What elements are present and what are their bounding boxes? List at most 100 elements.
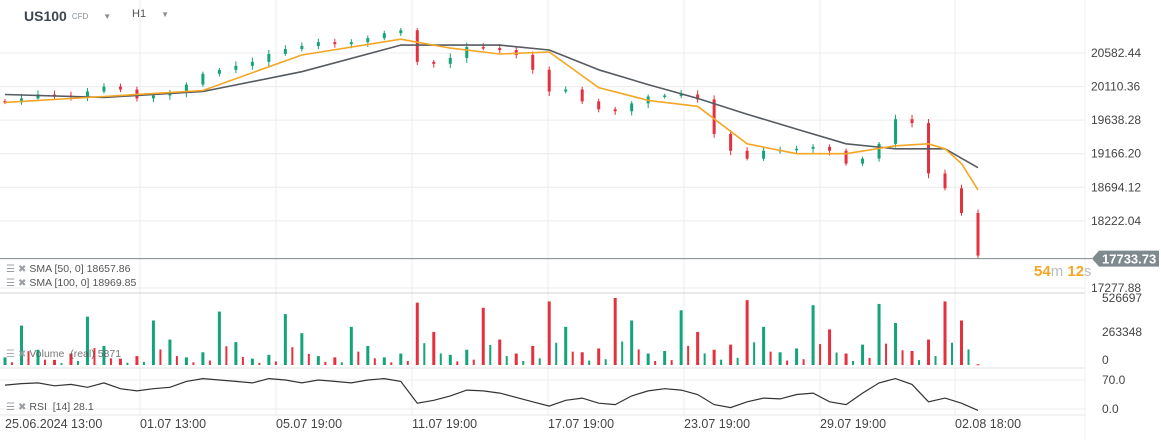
volume-bar: [927, 339, 931, 365]
settings-icon[interactable]: ☰: [6, 263, 15, 275]
candle-body: [118, 86, 122, 90]
price-tick: 18222.04: [1091, 214, 1141, 228]
volume-bar: [472, 359, 475, 365]
volume-bar: [151, 320, 155, 365]
price-tick: 18694.12: [1091, 180, 1141, 194]
timeframe: H1: [132, 8, 147, 20]
volume-bar: [778, 352, 782, 365]
volume-bar: [613, 298, 617, 365]
candle-body: [432, 61, 436, 64]
volume-bar: [703, 353, 706, 365]
volume-bar: [267, 354, 271, 365]
volume-bar: [300, 333, 304, 365]
rsi-line: [4, 377, 979, 411]
close-icon[interactable]: ✖: [17, 277, 27, 289]
volume-bar: [399, 353, 403, 365]
chevron-down-icon: ▼: [103, 11, 112, 21]
volume-bar: [118, 358, 122, 365]
candle-body: [745, 150, 749, 159]
volume-bar: [36, 349, 40, 365]
volume-bar: [225, 346, 228, 365]
volume-bar: [52, 359, 56, 365]
volume-bar: [538, 358, 541, 365]
volume-bar: [630, 320, 634, 365]
volume-tick: 526697: [1102, 291, 1142, 305]
candle-body: [564, 89, 568, 92]
volume-bar: [142, 361, 145, 365]
volume-bar: [217, 311, 221, 365]
price-tick: 19166.20: [1091, 147, 1141, 161]
close-icon[interactable]: ✖: [17, 348, 27, 360]
countdown-seconds: 12: [1067, 263, 1085, 280]
legend-sma50: ☰ ✖ SMA [50, 0] 18657.86: [6, 263, 130, 275]
volume-bar: [159, 349, 162, 365]
volume-bar: [670, 360, 673, 365]
volume-bar: [604, 359, 607, 365]
volume-bar: [481, 307, 485, 365]
volume-bar: [861, 344, 865, 365]
volume-bar: [531, 345, 535, 365]
volume-bar: [802, 359, 805, 365]
volume-bar: [390, 362, 393, 365]
volume-bar: [555, 342, 558, 365]
candle-body: [712, 99, 716, 134]
candle-body: [151, 95, 155, 99]
rsi-tick: 70.0: [1102, 373, 1126, 387]
rsi-label: RSI [14]: [29, 401, 71, 413]
axes: 17733.73 20582.44 20110.36 19638.28 19166.20…: [0, 46, 1159, 431]
volume-bar: [712, 349, 716, 365]
volume-bar: [885, 343, 888, 365]
volume-bar: [340, 362, 343, 365]
candle-body: [382, 33, 386, 39]
candle-body: [283, 49, 287, 54]
volume-bar: [135, 356, 139, 365]
volume-bar: [201, 352, 205, 365]
close-icon[interactable]: ✖: [17, 263, 27, 275]
price-tick: 20582.44: [1091, 46, 1141, 60]
settings-icon[interactable]: ☰: [6, 401, 15, 413]
candle-body: [861, 158, 865, 164]
volume-bar: [564, 326, 568, 365]
volume-bar: [588, 360, 591, 365]
volume-bar: [654, 360, 657, 365]
grid: [0, 0, 1086, 440]
candle-body: [597, 101, 601, 110]
candle-body: [531, 54, 535, 70]
volume-bar: [448, 354, 452, 365]
sma50-label: SMA [50, 0]: [29, 263, 84, 275]
time-tick: 23.07 19:00: [684, 417, 750, 431]
volume-bar: [43, 359, 46, 365]
candle-body: [399, 30, 403, 34]
settings-icon[interactable]: ☰: [6, 277, 15, 289]
volume-bar: [333, 357, 337, 365]
time-tick: 01.07 13:00: [140, 417, 206, 431]
candle-body: [19, 98, 23, 103]
volume-bar: [571, 351, 574, 365]
volume-bar: [786, 360, 789, 365]
volume-bar: [274, 361, 277, 365]
volume-bar: [819, 344, 822, 365]
close-icon[interactable]: ✖: [17, 401, 27, 413]
time-tick: 05.07 19:00: [276, 417, 342, 431]
candle-body: [316, 42, 320, 47]
volume-bar: [234, 342, 238, 365]
time-tick: 11.07 19:00: [412, 417, 477, 431]
volume-bar: [27, 351, 30, 365]
price-tick: 19638.28: [1091, 113, 1141, 127]
volume-bar: [291, 347, 294, 365]
symbol-selector[interactable]: US100 CFD ▼: [24, 8, 111, 24]
candle-body: [465, 47, 469, 58]
volume-bar: [769, 351, 772, 365]
volume-bar: [382, 357, 386, 365]
candle-body: [36, 94, 40, 99]
volume-bar: [258, 362, 261, 365]
settings-icon[interactable]: ☰: [6, 348, 15, 360]
minutes-unit: m: [1050, 263, 1064, 280]
volume-bar: [696, 331, 700, 365]
volume-bar: [3, 357, 7, 365]
time-tick: 29.07 19:00: [820, 417, 886, 431]
candle-body: [201, 73, 205, 85]
volume-bar: [844, 353, 848, 365]
timeframe-selector[interactable]: H1 ▼: [132, 8, 169, 20]
